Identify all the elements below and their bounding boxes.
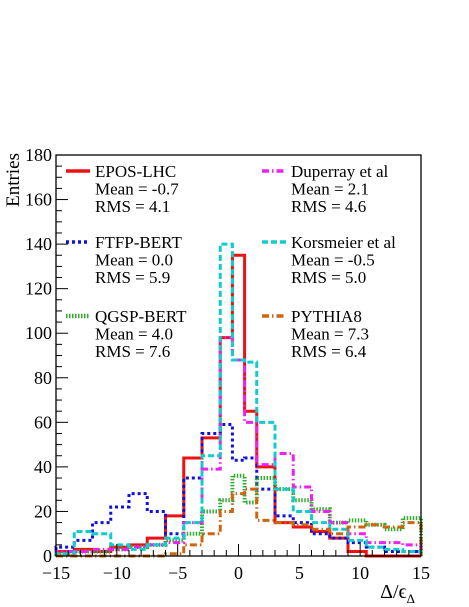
y-tick-label: 40 (34, 457, 52, 477)
x-axis-label-main: Δ/ϵ (380, 581, 407, 603)
x-tick-label: −5 (168, 563, 187, 583)
x-tick-label: 5 (295, 563, 304, 583)
legend-mean: Mean = -0.7 (95, 180, 179, 199)
legend-mean: Mean = 0.0 (95, 251, 173, 270)
legend-mean: Mean = 2.1 (291, 180, 369, 199)
y-tick-label: 20 (34, 501, 52, 521)
legend-rms: RMS = 6.4 (291, 342, 367, 361)
legend-name: QGSP-BERT (95, 307, 187, 326)
series-line-0 (54, 253, 421, 558)
y-tick-label: 100 (25, 323, 52, 343)
x-axis-label: Δ/ϵΔ (380, 581, 415, 606)
series-layer (54, 242, 423, 558)
y-tick-label: 160 (25, 190, 52, 210)
legend-rms: RMS = 5.9 (95, 268, 170, 287)
y-axis-label: Entries (3, 153, 24, 207)
x-tick-label: 15 (412, 563, 430, 583)
legend-rms: RMS = 4.6 (291, 197, 366, 216)
y-tick-label: 80 (34, 368, 52, 388)
legend-name: Korsmeier et al (291, 233, 396, 252)
legend-mean: Mean = 7.3 (291, 325, 369, 344)
y-tick-label: 120 (25, 279, 52, 299)
axes-layer: −15 −10 −5 0 5 10 15 0 20 40 60 80 100 120 140 160 180 (25, 145, 430, 583)
legend-mean: Mean = -0.5 (291, 251, 375, 270)
legend-mean: Mean = 4.0 (95, 325, 173, 344)
x-tick-label: 10 (351, 563, 369, 583)
y-tick-label: 0 (43, 546, 52, 566)
y-tick-label: 60 (34, 412, 52, 432)
legend-rms: RMS = 5.0 (291, 268, 366, 287)
y-tick-label: 180 (25, 145, 52, 165)
legend-name: EPOS-LHC (95, 162, 176, 181)
y-tick-label: 140 (25, 234, 52, 254)
legend-name: Duperray et al (291, 162, 389, 181)
series-line-1 (54, 423, 423, 556)
x-axis-label-subscript: Δ (407, 591, 415, 606)
series-line-4 (54, 242, 423, 556)
x-tick-label: 0 (234, 563, 243, 583)
x-tick-label: −15 (42, 563, 70, 583)
legend-name: FTFP-BERT (95, 233, 182, 252)
series-line-5 (56, 487, 423, 558)
x-tick-label: −10 (103, 563, 131, 583)
legend-rms: RMS = 4.1 (95, 197, 170, 216)
legend-rms: RMS = 7.6 (95, 342, 170, 361)
legend-name: PYTHIA8 (291, 307, 362, 326)
